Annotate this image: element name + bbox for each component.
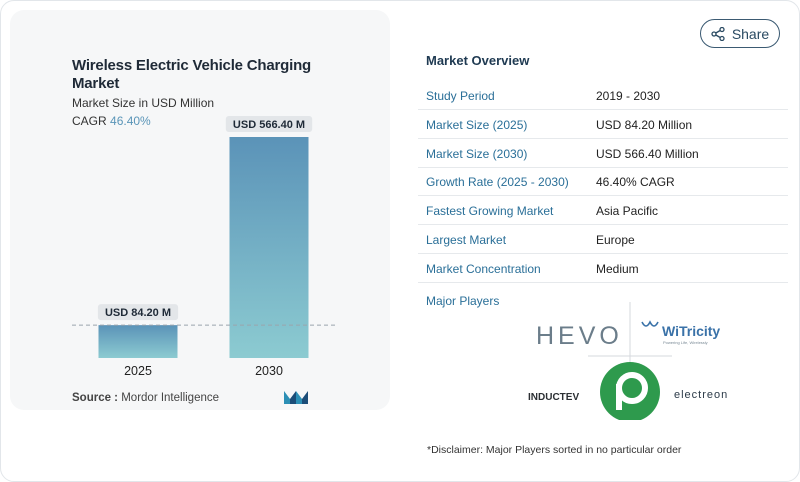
overview-key: Market Concentration <box>426 262 541 276</box>
overview-key: Largest Market <box>426 233 507 247</box>
disclaimer: *Disclaimer: Major Players sorted in no … <box>427 444 682 456</box>
plugless-logo <box>600 362 660 420</box>
source-line: Source : Mordor Intelligence <box>72 392 219 404</box>
overview-row-largest-market: Largest Market Europe <box>418 225 788 254</box>
overview-key: Fastest Growing Market <box>426 204 554 218</box>
overview-value: 46.40% CAGR <box>596 175 675 189</box>
source-value: Mordor Intelligence <box>121 392 220 404</box>
bar-2025 <box>98 325 178 358</box>
source-label: Source : <box>72 392 119 404</box>
overview-row-concentration: Market Concentration Medium <box>418 254 788 283</box>
market-overview-title: Market Overview <box>426 53 530 68</box>
overview-value: 2019 - 2030 <box>596 89 661 103</box>
x-tick-label-2030: 2030 <box>255 364 283 378</box>
electreon-logo: electreon <box>674 389 728 401</box>
overview-row-growth-rate: Growth Rate (2025 - 2030) 46.40% CAGR <box>418 167 788 196</box>
chart-title: Wireless Electric Vehicle Charging Marke… <box>72 57 312 92</box>
overview-row-market-size-2030: Market Size (2030) USD 566.40 Million <box>418 139 788 168</box>
cagr-value: 46.40% <box>110 114 151 128</box>
overview-row-market-size-2025: Market Size (2025) USD 84.20 Million <box>418 110 788 139</box>
overview-key: Market Size (2030) <box>426 147 528 161</box>
x-tick-label-2025: 2025 <box>124 364 152 378</box>
overview-value: Europe <box>596 233 635 247</box>
chart-card <box>10 10 390 410</box>
overview-row-fastest-growing: Fastest Growing Market Asia Pacific <box>418 196 788 225</box>
overview-key: Study Period <box>426 89 495 103</box>
major-players-logos: HEVO WiTricity Powering Life, Wirelessly… <box>528 302 728 420</box>
inductev-logo: INDUCTEV <box>528 392 579 403</box>
share-icon <box>711 26 725 41</box>
overview-value: USD 566.40 Million <box>596 147 699 161</box>
overview-value: USD 84.20 Million <box>596 118 693 132</box>
share-label: Share <box>731 25 770 42</box>
cagr-label: CAGR <box>72 114 107 128</box>
chart-cagr: CAGR 46.40% <box>72 114 151 128</box>
data-label-2025: USD 84.20 M <box>105 307 171 319</box>
overview-key: Market Size (2025) <box>426 118 528 132</box>
data-label-bg-2025 <box>97 304 179 321</box>
overview-value: Medium <box>596 262 639 276</box>
bar-2030 <box>229 137 309 358</box>
major-players-title: Major Players <box>426 294 500 308</box>
mordor-intelligence-logo <box>284 391 308 404</box>
data-label-2030: USD 566.40 M <box>233 119 305 131</box>
hevo-logo: HEVO <box>536 322 623 350</box>
data-label-bg-2030 <box>225 116 313 132</box>
overview-value: Asia Pacific <box>596 204 659 218</box>
chart-subtitle: Market Size in USD Million <box>72 96 215 110</box>
overview-key: Growth Rate (2025 - 2030) <box>426 175 569 189</box>
witricity-logo-text: WiTricity <box>662 323 720 339</box>
overview-row-study-period: Study Period 2019 - 2030 <box>418 81 788 110</box>
witricity-tagline: Powering Life, Wirelessly <box>663 340 708 345</box>
witricity-logo: WiTricity Powering Life, Wirelessly <box>641 320 720 345</box>
share-button[interactable]: Share <box>700 19 780 48</box>
